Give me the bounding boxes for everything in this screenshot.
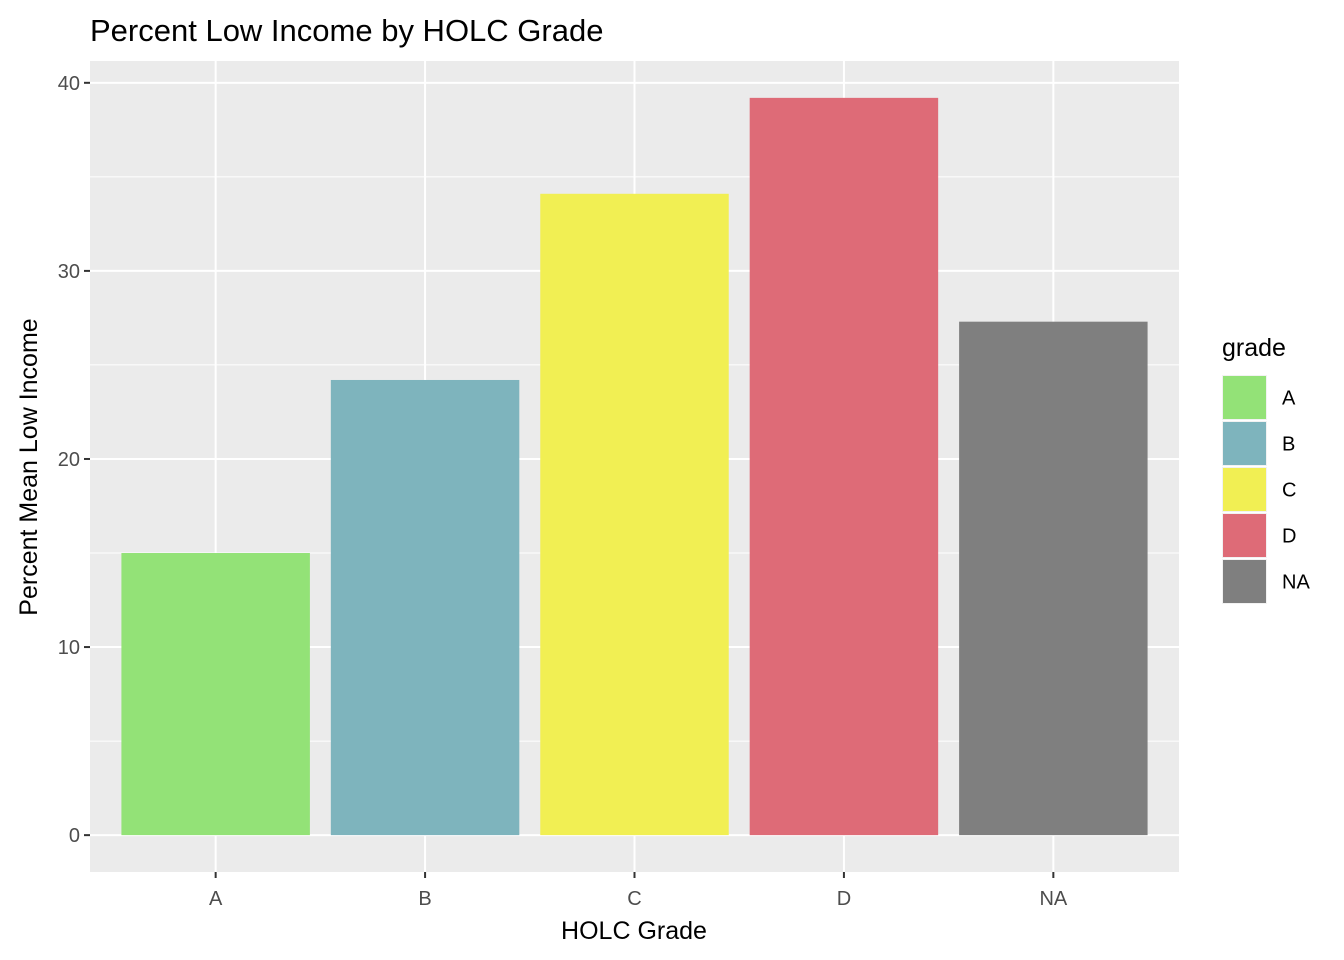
legend-swatch-na [1223, 560, 1266, 603]
legend-label: B [1282, 434, 1295, 456]
legend-swatch-c [1223, 468, 1266, 511]
y-tick-label: 20 [58, 449, 80, 471]
y-tick-label: 10 [58, 637, 80, 659]
legend-swatch-d [1223, 514, 1266, 557]
legend-swatch-a [1223, 376, 1266, 419]
y-tick-label: 0 [69, 825, 80, 847]
legend-label: C [1282, 480, 1296, 502]
x-axis-title: HOLC Grade [561, 917, 707, 945]
y-tick-label: 40 [58, 73, 80, 95]
legend-label: A [1282, 388, 1296, 410]
bar-a [121, 553, 310, 836]
legend-label: NA [1282, 572, 1310, 594]
x-tick-label: NA [1039, 888, 1067, 910]
x-tick-label: B [418, 888, 431, 910]
y-axis-title: Percent Mean Low Income [15, 318, 43, 615]
y-tick-label: 30 [58, 261, 80, 283]
legend-label: D [1282, 526, 1296, 548]
bar-b [330, 379, 520, 836]
y-axis: 0 10 20 30 40 [58, 73, 90, 847]
legend-swatch-b [1223, 422, 1266, 465]
bars [121, 97, 1148, 836]
bar-d [749, 97, 939, 836]
bar-c [540, 193, 729, 836]
x-axis: A B C D NA [209, 872, 1068, 910]
x-tick-label: D [837, 888, 851, 910]
chart-title: Percent Low Income by HOLC Grade [90, 13, 603, 48]
legend-title: grade [1222, 334, 1286, 362]
bar-na [959, 321, 1148, 836]
x-tick-label: C [627, 888, 641, 910]
legend: grade A B C D NA [1222, 334, 1310, 604]
x-tick-label: A [209, 888, 223, 910]
